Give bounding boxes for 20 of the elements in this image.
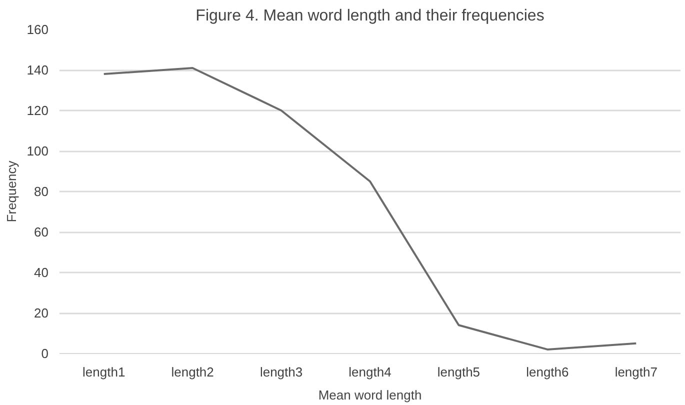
x-tick-label: length1 [82, 364, 126, 380]
y-axis-title: Frequency [4, 160, 19, 222]
y-tick-label: 0 [41, 346, 49, 361]
y-tick-label: 60 [34, 224, 49, 240]
y-tick-label: 80 [34, 184, 49, 199]
x-tick-label: length2 [171, 364, 214, 380]
x-tick-label: length7 [614, 364, 658, 380]
y-tick-label: 120 [26, 103, 49, 118]
y-tick-label: 20 [34, 306, 49, 320]
y-tick-label: 160 [26, 22, 49, 37]
x-tick-label: length5 [437, 364, 480, 380]
x-tick-label: length6 [526, 364, 569, 380]
x-tick-label: length3 [260, 364, 303, 380]
line-series [102, 66, 638, 350]
x-axis-title: Mean word length [318, 388, 422, 402]
y-tick-label: 100 [26, 144, 49, 158]
chart-title: Figure 4. Mean word length and their frequencies [196, 8, 544, 24]
y-tick-label: 40 [34, 265, 49, 280]
y-tick-label: 140 [26, 62, 49, 78]
x-tick-label: length4 [348, 364, 392, 380]
